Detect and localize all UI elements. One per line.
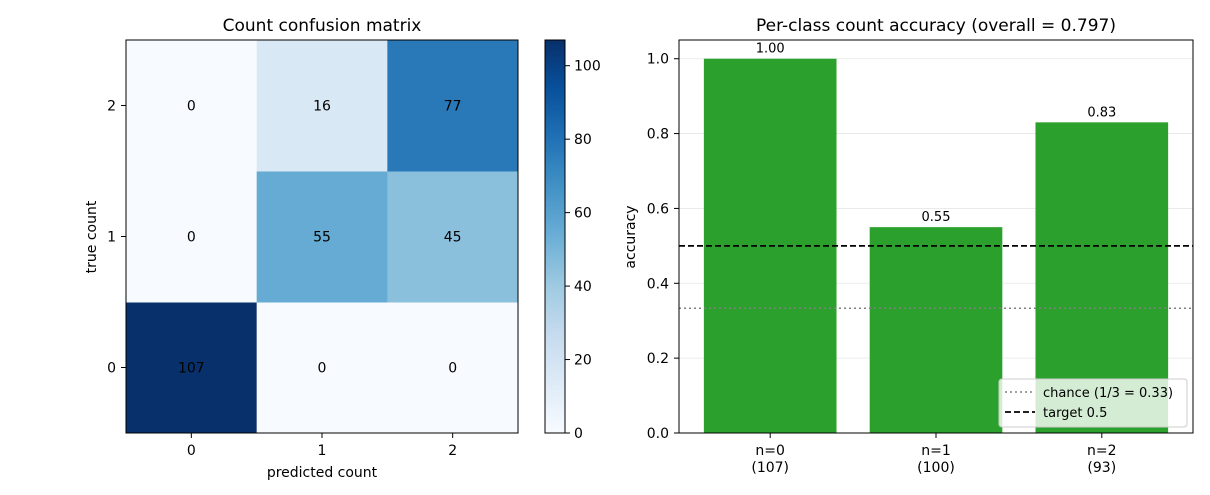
matrix-cell	[126, 171, 258, 303]
accuracy-y-tick-label: 0.8	[647, 127, 669, 143]
matrix-x-axis-label: predicted count	[267, 465, 378, 481]
accuracy-bar-value-label: 0.83	[1087, 105, 1116, 120]
matrix-y-tick-label: 0	[107, 361, 116, 377]
matrix-cell-label: 107	[178, 361, 205, 377]
accuracy-y-axis-label: accuracy	[623, 205, 639, 268]
matrix-cells	[126, 40, 519, 434]
accuracy-legend: chance (1/3 = 0.33) target 0.5	[998, 378, 1188, 428]
matrix-cell	[387, 171, 519, 303]
matrix-x-tick-label: 2	[448, 443, 457, 459]
matrix-y-ticks: 0 1 2	[107, 99, 126, 377]
accuracy-x-tick-label: n=1	[921, 443, 951, 459]
matrix-cell-label: 0	[187, 99, 196, 115]
accuracy-y-tick-label: 0.6	[647, 201, 669, 217]
matrix-cell-label: 0	[187, 230, 196, 246]
accuracy-y-tick-label: 0.2	[647, 351, 669, 367]
colorbar-tick-label: 0	[574, 426, 583, 442]
matrix-cell	[256, 171, 388, 303]
accuracy-x-tick-label: n=2	[1087, 443, 1117, 459]
legend-chance-label: chance (1/3 = 0.33)	[1043, 386, 1173, 401]
matrix-cell-label: 0	[448, 361, 457, 377]
matrix-x-ticks: 0 1 2	[187, 433, 457, 459]
accuracy-bar-value-labels: 1.00 0.55 0.83	[756, 42, 1117, 225]
accuracy-bar-value-label: 1.00	[756, 42, 785, 57]
accuracy-x-tick-label: (107)	[751, 460, 789, 476]
reference-lines	[679, 244, 1193, 310]
confusion-matrix-chart: Count confusion matrix 107 0 0 0 55 45 0 16 77 0…	[84, 16, 601, 481]
colorbar: 0 20 40 60 80 100	[544, 39, 601, 442]
accuracy-x-tick-label: (100)	[917, 460, 955, 476]
accuracy-chart-title: Per-class count accuracy (overall = 0.79…	[756, 16, 1116, 36]
matrix-y-tick-label: 2	[107, 99, 116, 115]
matrix-cell	[256, 40, 388, 172]
confusion-matrix-title: Count confusion matrix	[223, 16, 422, 36]
colorbar-ticks: 0 20 40 60 80 100	[565, 59, 601, 442]
colorbar-tick-label: 20	[574, 353, 592, 369]
accuracy-y-ticks: 0.0 0.2 0.4 0.6 0.8 1.0	[647, 52, 679, 442]
colorbar-gradient	[544, 39, 566, 434]
accuracy-y-tick-label: 0.0	[647, 426, 669, 442]
matrix-cell-label: 55	[313, 230, 331, 246]
matrix-cell	[387, 302, 519, 434]
colorbar-tick-label: 40	[574, 279, 592, 295]
matrix-cell-labels: 107 0 0 0 55 45 0 16 77	[178, 99, 462, 377]
matrix-y-tick-label: 1	[107, 230, 116, 246]
legend-frame	[998, 378, 1188, 428]
matrix-cell-label: 16	[313, 99, 331, 115]
legend-target-label: target 0.5	[1043, 406, 1107, 421]
matrix-cell-label: 0	[318, 361, 327, 377]
matrix-cell	[126, 302, 258, 434]
accuracy-x-tick-label: (93)	[1087, 460, 1116, 476]
accuracy-bar-chart: Per-class count accuracy (overall = 0.79…	[623, 16, 1194, 476]
accuracy-x-tick-label: n=0	[755, 443, 785, 459]
accuracy-bar-value-label: 0.55	[922, 210, 951, 225]
matrix-cell	[387, 40, 519, 172]
matrix-y-axis-label: true count	[84, 200, 100, 273]
colorbar-tick-label: 60	[574, 206, 592, 222]
matrix-cell-label: 77	[444, 99, 462, 115]
matrix-x-tick-label: 0	[187, 443, 196, 459]
accuracy-bar	[869, 227, 1003, 433]
matrix-cell-label: 45	[444, 230, 462, 246]
matrix-cell	[126, 40, 258, 172]
matrix-cell	[256, 302, 388, 434]
accuracy-y-tick-label: 1.0	[647, 52, 669, 68]
matrix-x-tick-label: 1	[318, 443, 327, 459]
colorbar-tick-label: 80	[574, 132, 592, 148]
accuracy-x-ticks: n=0(107) n=1(100) n=2(93)	[751, 433, 1117, 476]
accuracy-y-tick-label: 0.4	[647, 276, 669, 292]
colorbar-tick-label: 100	[574, 59, 601, 75]
